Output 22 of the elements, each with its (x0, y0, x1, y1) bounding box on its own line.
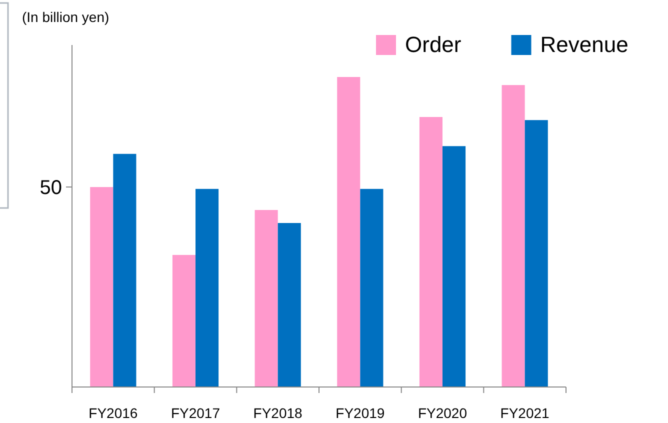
text: 50 (40, 177, 62, 199)
bar (524, 120, 548, 387)
bar (419, 116, 442, 387)
x-tick-label: FY2020 (418, 405, 468, 421)
bar (442, 146, 466, 387)
x-tick-label: FY2019 (336, 405, 385, 421)
x-tick-label: FY2016 (88, 405, 138, 421)
y-axis-title: (In billion yen) (22, 9, 110, 25)
bar (90, 187, 114, 387)
bar (337, 77, 360, 387)
x-tick-label: FY2017 (170, 405, 220, 421)
x-tick-label: FY2018 (253, 405, 303, 421)
legend-label: Revenue (540, 32, 628, 57)
bar (360, 188, 384, 387)
bar (196, 188, 219, 387)
bar (254, 210, 278, 387)
x-tick-label: FY2021 (500, 405, 550, 421)
bar (113, 154, 136, 387)
bar (278, 223, 301, 387)
legend-label: Order (405, 32, 462, 57)
bar (172, 254, 196, 387)
bar (502, 85, 525, 387)
